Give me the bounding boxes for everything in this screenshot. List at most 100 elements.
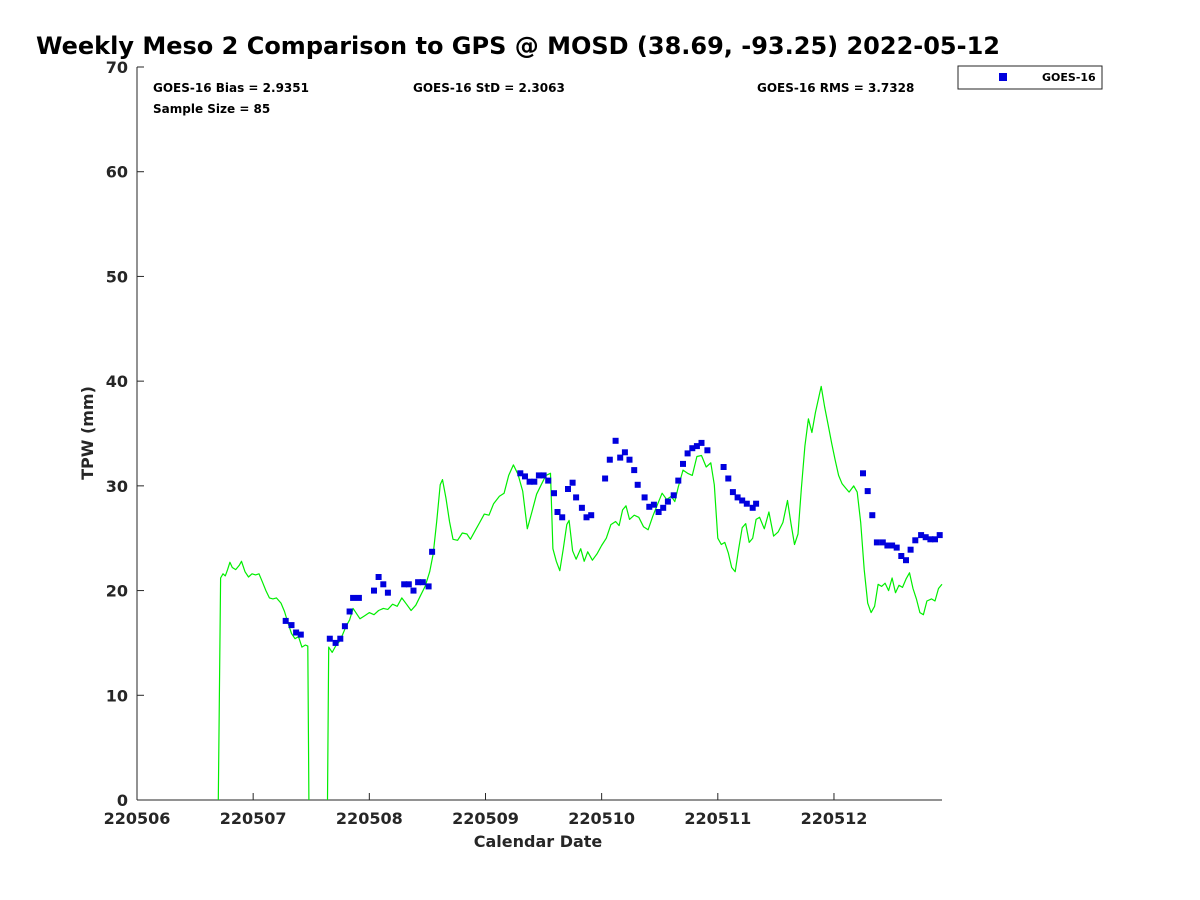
goes-data-point (936, 532, 943, 539)
goes-data-point (873, 539, 880, 546)
goes-data-point (517, 470, 524, 477)
goes-data-point (531, 478, 538, 485)
goes-data-point (526, 478, 533, 485)
goes-data-point (670, 492, 677, 499)
goes-data-point (554, 509, 561, 515)
goes-data-point (410, 587, 417, 594)
goes-data-point (693, 443, 700, 450)
std-stat: GOES-16 StD = 2.3063 (413, 81, 565, 95)
y-axis-label: TPW (mm) (78, 386, 97, 480)
goes-data-point (634, 481, 641, 488)
x-tick-label: 220510 (568, 809, 635, 828)
goes-data-point (375, 574, 382, 580)
goes-data-point (646, 503, 653, 510)
goes-data-point (903, 557, 909, 564)
goes-data-point (337, 635, 344, 642)
goes-data-point (332, 639, 339, 646)
goes-data-point (415, 579, 422, 586)
goes-data-point (918, 532, 925, 539)
goes-data-point (684, 450, 691, 457)
goes-data-point (371, 587, 377, 594)
goes-data-point (350, 594, 357, 601)
goes-data-point (698, 439, 705, 446)
goes-series-points (282, 437, 943, 646)
y-tick-label: 50 (106, 267, 128, 286)
goes-data-point (565, 486, 571, 492)
x-tick-label: 220509 (452, 809, 519, 828)
goes-data-point (641, 494, 648, 501)
goes-data-point (720, 464, 727, 470)
y-tick-label: 0 (117, 791, 128, 810)
goes-data-point (569, 479, 576, 486)
goes-data-point (341, 623, 348, 630)
y-tick-label: 60 (106, 163, 128, 182)
goes-data-point (429, 548, 436, 555)
goes-data-point (405, 581, 412, 588)
legend: GOES-16 (957, 65, 1103, 90)
x-tick-label: 220506 (104, 809, 171, 828)
goes-data-point (889, 542, 896, 549)
goes-data-point (927, 536, 934, 543)
y-tick-label: 30 (106, 477, 128, 496)
goes-data-point (540, 472, 547, 479)
goes-data-point (551, 490, 557, 497)
chart-title: Weekly Meso 2 Comparison to GPS @ MOSD (… (36, 32, 1000, 60)
goes-data-point (326, 635, 333, 642)
goes-data-point (380, 581, 387, 588)
goes-data-point (884, 542, 891, 549)
goes-data-point (869, 512, 876, 519)
goes-data-point (655, 509, 662, 515)
goes-data-point (729, 489, 736, 496)
goes-data-point (675, 477, 682, 484)
goes-data-point (617, 454, 624, 461)
bias-stat: GOES-16 Bias = 2.9351 (153, 81, 309, 95)
goes-data-point (612, 437, 619, 444)
goes-data-point (922, 534, 929, 541)
goes-data-point (384, 589, 391, 596)
x-tick-label: 220507 (220, 809, 287, 828)
plot-area (136, 67, 942, 801)
goes-data-point (522, 473, 528, 480)
goes-data-point (297, 631, 304, 638)
y-tick-label: 10 (106, 686, 128, 705)
goes-data-point (626, 456, 633, 463)
goes-data-point (860, 470, 866, 477)
goes-data-point (743, 500, 750, 507)
goes-data-point (689, 445, 696, 452)
y-tick-label: 70 (106, 58, 128, 77)
goes-data-point (401, 581, 408, 588)
gps-line-segment (217, 560, 310, 801)
x-tick-label: 220511 (684, 809, 751, 828)
goes-data-point (749, 504, 756, 511)
legend-box (957, 65, 1103, 90)
goes-data-point (912, 537, 919, 544)
goes-data-point (588, 512, 595, 519)
goes-data-point (346, 608, 353, 615)
goes-data-point (879, 539, 886, 546)
x-tick-label: 220512 (801, 809, 868, 828)
goes-data-point (621, 449, 628, 456)
goes-data-point (893, 544, 900, 551)
plot-frame (137, 67, 942, 800)
x-axis-label: Calendar Date (474, 832, 603, 851)
goes-data-point (725, 475, 732, 482)
goes-data-point (606, 456, 613, 463)
goes-data-point (559, 514, 566, 521)
y-tick-label: 40 (106, 372, 128, 391)
goes-data-point (583, 514, 590, 521)
y-tick-label: 20 (106, 582, 128, 601)
y-ticks: 0 10 20 30 40 50 60 70 (106, 58, 144, 810)
goes-data-point (282, 617, 289, 624)
x-tick-label: 220508 (336, 809, 403, 828)
goes-data-point (753, 500, 760, 507)
legend-marker (999, 73, 1007, 81)
goes-data-point (932, 536, 938, 543)
goes-data-point (535, 472, 542, 479)
goes-data-point (704, 447, 711, 454)
goes-data-point (602, 475, 609, 482)
rms-stat: GOES-16 RMS = 3.7328 (757, 81, 914, 95)
goes-data-point (660, 504, 667, 511)
goes-data-point (650, 501, 657, 508)
goes-data-point (288, 622, 295, 629)
